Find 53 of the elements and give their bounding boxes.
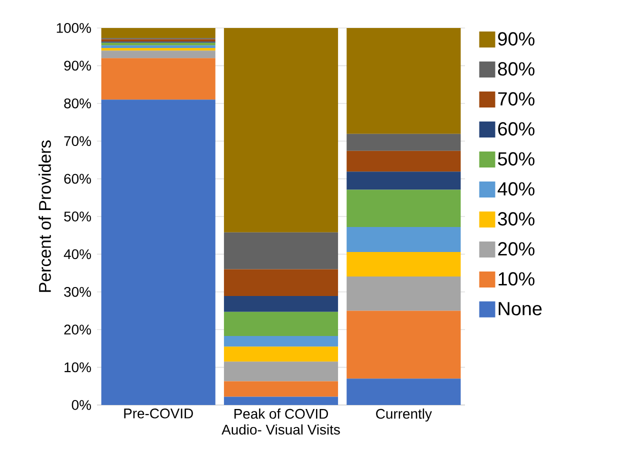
y-tick-label: 90% (64, 60, 91, 71)
bar (224, 232, 338, 270)
y-tick-label: 10% (64, 362, 91, 372)
y-tick-label: 50% (64, 212, 91, 222)
legend-label: None (498, 302, 542, 316)
bar (224, 396, 338, 405)
bar (346, 276, 461, 311)
bar (101, 50, 216, 58)
y-tick-label: 70% (64, 136, 91, 146)
bar (346, 134, 461, 151)
bar (224, 362, 338, 382)
bar (101, 48, 216, 51)
y-tick-label: 80% (64, 98, 91, 108)
legend-label: 20% (498, 242, 534, 256)
bar (224, 28, 338, 232)
legend-label: 80% (498, 62, 534, 76)
y-tick-label: 100% (56, 23, 91, 33)
bar (346, 252, 461, 276)
y-tick-label: 60% (64, 174, 91, 184)
y-tick-label: 20% (64, 324, 91, 335)
bar (101, 100, 216, 405)
bar (346, 28, 461, 134)
bar (346, 172, 461, 190)
bar (224, 269, 338, 296)
legend-label: 10% (498, 272, 534, 286)
bar (346, 227, 461, 252)
x-tick-label: Pre-COVID (124, 408, 193, 418)
legend-label: 90% (498, 32, 534, 46)
bar (346, 378, 461, 405)
legend-label: 50% (498, 152, 534, 166)
bar (101, 58, 216, 100)
legend-label: 40% (498, 182, 534, 196)
y-axis-title: Percent of Providers (38, 140, 51, 292)
bar (101, 42, 216, 46)
legend-label: 60% (498, 122, 534, 136)
bar (101, 28, 216, 38)
legend-label: 70% (498, 92, 534, 106)
bar (224, 312, 338, 336)
x-tick-label: Peak of COVID (234, 408, 328, 419)
bar (224, 296, 338, 312)
y-tick-label: 40% (64, 249, 91, 260)
bar (101, 45, 216, 48)
y-tick-label: 30% (64, 286, 91, 297)
x-axis-title: Audio- Visual Visits (222, 424, 340, 435)
bar (346, 190, 461, 228)
x-tick-label: Currently (376, 408, 432, 422)
legend-label: 30% (498, 212, 534, 226)
bar (224, 336, 338, 347)
bar (224, 346, 338, 362)
bar (346, 150, 461, 172)
bar (346, 310, 461, 379)
bar (224, 381, 338, 397)
y-tick-label: 0% (72, 400, 91, 410)
